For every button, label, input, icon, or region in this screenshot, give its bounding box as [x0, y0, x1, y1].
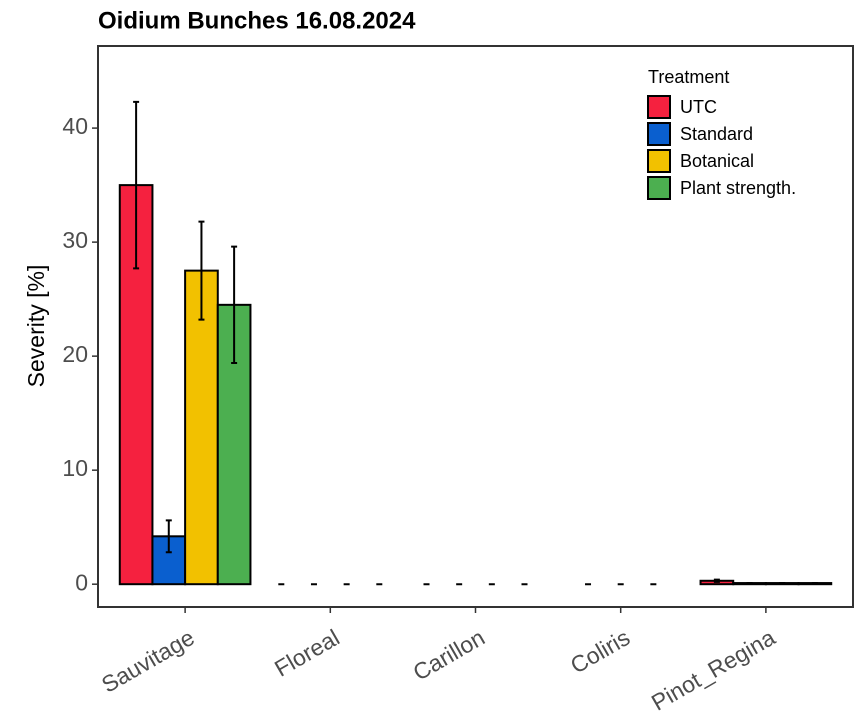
x-tick-label: Coliris	[566, 624, 634, 678]
chart-title: Oidium Bunches 16.08.2024	[98, 7, 416, 34]
bar	[184, 269, 219, 586]
error-bar	[713, 578, 720, 583]
y-tick-label: 40	[62, 113, 88, 139]
y-axis-label: Severity [%]	[23, 265, 49, 388]
legend-swatch	[647, 95, 671, 119]
y-tick-label: 0	[75, 569, 88, 595]
x-tick-label: Pinot_Regina	[647, 624, 780, 716]
y-tick-label: 20	[62, 341, 88, 367]
legend-swatch	[647, 122, 671, 146]
x-tick-label: Carillon	[409, 624, 490, 686]
legend-label: Botanical	[680, 151, 754, 171]
error-bar	[198, 220, 205, 321]
legend-swatch	[647, 176, 671, 200]
error-bar	[231, 245, 238, 364]
x-tick-label: Sauvitage	[97, 624, 199, 698]
legend-label: UTC	[680, 97, 717, 117]
legend-swatch	[647, 149, 671, 173]
error-bar	[133, 100, 140, 270]
legend-label: Standard	[680, 124, 753, 144]
error-bar	[165, 519, 172, 554]
legend-label: Plant strength.	[680, 178, 796, 198]
y-tick-label: 10	[62, 455, 88, 481]
x-tick-label: Floreal	[270, 624, 344, 682]
y-tick-label: 30	[62, 227, 88, 253]
legend-title: Treatment	[648, 67, 729, 87]
